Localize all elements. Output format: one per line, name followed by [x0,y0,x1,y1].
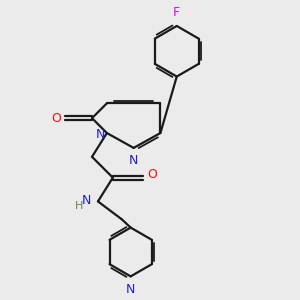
Text: O: O [147,168,157,181]
Text: H: H [75,201,84,211]
Text: N: N [82,194,92,207]
Text: F: F [173,6,180,20]
Text: N: N [95,128,105,141]
Text: N: N [129,154,138,167]
Text: O: O [51,112,61,125]
Text: N: N [126,283,135,296]
